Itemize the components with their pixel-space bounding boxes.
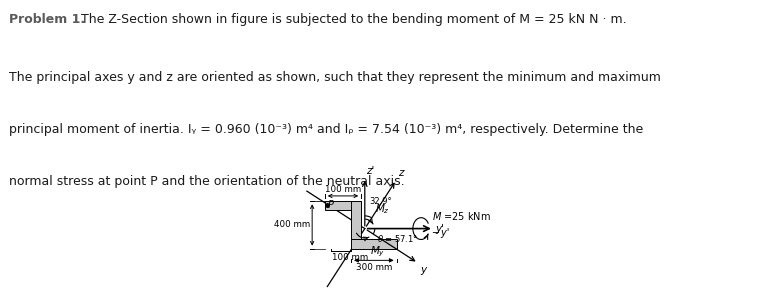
Text: 400 mm: 400 mm bbox=[274, 221, 311, 229]
Text: The Z-Section shown in figure is subjected to the bending moment of M = 25 kN N : The Z-Section shown in figure is subject… bbox=[81, 13, 627, 26]
Text: Problem 1.: Problem 1. bbox=[9, 13, 85, 26]
Text: ─ y': ─ y' bbox=[432, 228, 449, 238]
Text: normal stress at point P and the orientation of the neutral axis.: normal stress at point P and the orienta… bbox=[9, 175, 405, 188]
Text: 300 mm: 300 mm bbox=[356, 263, 392, 271]
Polygon shape bbox=[351, 201, 361, 239]
Text: The principal axes y and z are oriented as shown, such that they represent the m: The principal axes y and z are oriented … bbox=[9, 71, 661, 84]
Polygon shape bbox=[325, 201, 361, 210]
Text: z: z bbox=[398, 168, 404, 178]
Text: y': y' bbox=[435, 223, 444, 234]
Text: 100 mm: 100 mm bbox=[332, 253, 369, 262]
Text: 100 mm: 100 mm bbox=[325, 185, 361, 194]
Polygon shape bbox=[351, 239, 396, 249]
Text: principal moment of inertia. Iᵧ = 0.960 (10⁻³) m⁴ and Iᵨ = 7.54 (10⁻³) m⁴, respe: principal moment of inertia. Iᵧ = 0.960 … bbox=[9, 123, 644, 136]
Text: $M_y$: $M_y$ bbox=[370, 245, 386, 259]
Text: $M_z$: $M_z$ bbox=[376, 202, 390, 215]
Text: P: P bbox=[328, 200, 334, 210]
Text: $M$ =25 kNm: $M$ =25 kNm bbox=[432, 210, 491, 222]
Text: z': z' bbox=[366, 166, 375, 176]
Text: y: y bbox=[420, 265, 426, 275]
Text: 32.9°: 32.9° bbox=[369, 197, 392, 206]
Text: $\theta$ = 57.1°: $\theta$ = 57.1° bbox=[376, 233, 418, 244]
